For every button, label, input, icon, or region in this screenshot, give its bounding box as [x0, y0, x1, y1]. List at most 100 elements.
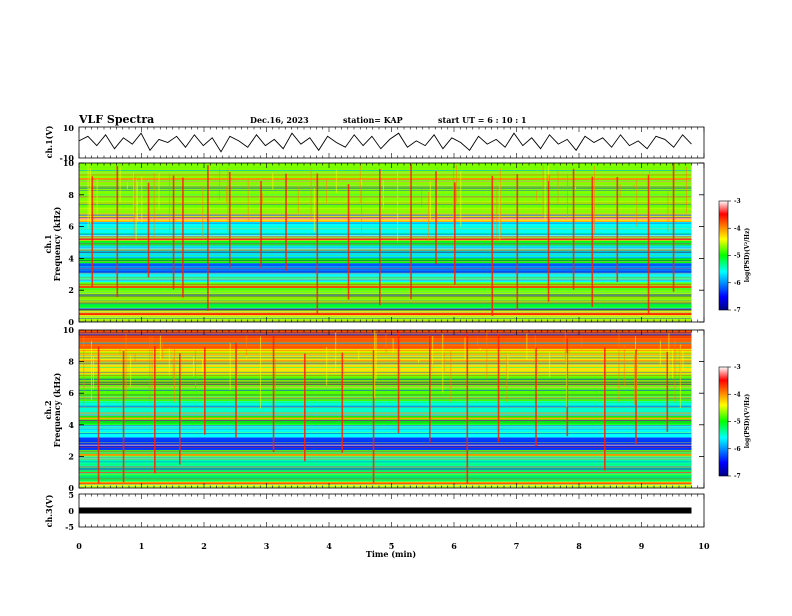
- ch2-spec-texture-line: [79, 378, 692, 380]
- ch1-spec-texture-line: [79, 280, 692, 281]
- ch2-spec-texture-line: [79, 362, 692, 363]
- ch1-spec-impulse: [116, 165, 119, 298]
- ch2-spec-impulse-faint: [534, 335, 536, 364]
- ch2-colorbar: -3 -4 -5 -6 -7 log(PSD)(V²/Hz): [718, 364, 751, 480]
- ch1-spec-texture-line: [79, 270, 692, 272]
- ch2-spec-impulse-faint: [83, 336, 85, 407]
- ch2-spec-texture-line: [79, 450, 692, 452]
- ch1-spec-texture-line: [79, 279, 692, 281]
- ch2-spec-texture-line: [79, 337, 692, 339]
- ch1-spec-texture-line: [79, 233, 692, 235]
- ch2-spec-impulse-faint: [581, 337, 583, 350]
- ch1-spec-impulse-faint: [594, 165, 595, 234]
- ch1-spec-texture-line: [79, 311, 692, 313]
- ch1-spec-texture-line: [79, 268, 692, 269]
- ch2-spec-impulse-faint: [374, 330, 376, 399]
- ch3-panel: 5 0 -5 ch.3(V): [44, 490, 705, 532]
- ch2-spec-impulse-faint: [326, 346, 328, 386]
- ch1-spec-impulse-faint: [227, 168, 229, 234]
- ch2-spec-impulse-faint: [149, 336, 151, 402]
- ch2-spec-texture-line: [79, 457, 692, 458]
- ch2-spec-texture-line: [79, 455, 692, 457]
- ch1-spec-ylabel-channel: ch.1: [43, 234, 53, 253]
- ch2-spec-impulse-faint: [506, 355, 508, 402]
- ch2-spec-impulse: [429, 335, 431, 444]
- ch1-spec-band: [79, 258, 692, 264]
- ch2-spec-ylabel-frequency: Frequency (kHz): [52, 372, 62, 447]
- ch1-spec-impulse: [454, 182, 456, 285]
- ch1-spec-impulse: [260, 180, 262, 268]
- ch2-spec-impulse: [604, 347, 606, 471]
- ch1-spec-impulse: [182, 177, 184, 298]
- ch1-spec-texture-line: [79, 285, 692, 287]
- ch1-spec-ytick-label: 8: [68, 190, 74, 200]
- ch2-spec-texture-line: [79, 352, 692, 354]
- ch1-spec-texture-line: [79, 169, 692, 170]
- ch1-spec-texture-line: [79, 242, 692, 243]
- ch2-spec-texture-line: [79, 413, 692, 415]
- ch1-spec-texture-line: [79, 268, 692, 270]
- ch2-spec-texture-line: [79, 362, 692, 364]
- date-label: Dec.16, 2023: [250, 115, 309, 125]
- ch2-spec-impulse-faint: [507, 354, 509, 379]
- ch2-spec-texture-line: [79, 363, 692, 365]
- ch1-spec-texture-line: [79, 185, 692, 187]
- ch1-spec-texture-line: [79, 251, 692, 253]
- ch1-spec-tone-line: [79, 217, 692, 220]
- ch1-spec-impulse-faint: [135, 178, 137, 241]
- ch2-spec-ytick-label: 10: [63, 325, 75, 335]
- ch2-colorbar-gradient: [718, 366, 729, 477]
- ch1-spec-impulse-faint: [548, 165, 549, 182]
- ch3-ylabel: ch.3(V): [44, 494, 54, 527]
- ch1-spec-texture-line: [79, 172, 692, 174]
- ch1-spec-impulse-faint: [158, 173, 160, 211]
- ch2-spec-impulse-faint: [229, 343, 231, 391]
- ch1-spec-texture-line: [79, 292, 692, 294]
- ch2-spec-tone-line: [79, 453, 692, 456]
- ch2-spec-texture-line: [79, 444, 692, 446]
- ch1-spec-impulse-faint: [310, 167, 312, 220]
- time-axis: 0 1 2 3 4 5 6 7 8 9 10: [76, 127, 710, 551]
- ch1-spec-impulse: [672, 163, 675, 292]
- ch2-spec-impulse-faint: [134, 353, 136, 363]
- ch2-spec-impulse: [235, 342, 237, 439]
- ch2-spec-impulse-faint: [634, 355, 635, 405]
- ch2-spec-texture-line: [79, 351, 692, 353]
- ch1-spec-impulse-faint: [429, 181, 431, 221]
- ch2-spec-colorbar-tick-label: -7: [734, 473, 741, 480]
- ch2-spec-texture-line: [79, 387, 692, 389]
- ch2-spec-impulse: [566, 338, 569, 437]
- ch2-spec-texture-line: [79, 373, 692, 375]
- ch1-spec-texture-line: [79, 293, 692, 295]
- ch1-spec-ylabel-frequency: Frequency (kHz): [52, 206, 62, 281]
- ch1-spec-texture-line: [79, 242, 692, 244]
- ch1-spec-texture-line: [79, 238, 692, 239]
- ch2-spec-impulse: [122, 351, 125, 483]
- ch1-spec-impulse-faint: [90, 168, 91, 224]
- ch1-spec-ytick-label: 10: [63, 158, 75, 168]
- ch2-spec-impulse-faint: [564, 330, 566, 361]
- ch1-spec-texture-line: [79, 215, 692, 216]
- ch1-spec-impulse-faint: [536, 190, 537, 201]
- ch1-spec-texture-line: [79, 271, 692, 273]
- ch2-spec-impulse-faint: [659, 340, 661, 365]
- ch2-spec-texture-line: [79, 361, 692, 363]
- ch2-spec-texture-line: [79, 353, 692, 355]
- ch1-spec-impulse-faint: [297, 186, 299, 213]
- ch1-spec-impulse-faint: [455, 165, 457, 203]
- ch1-spec-texture-line: [79, 276, 692, 278]
- ch2-spec-colorbar-tick-label: -4: [734, 391, 741, 398]
- ch1-spec-impulse: [316, 173, 319, 315]
- time-axis-label: Time (min): [366, 549, 416, 559]
- ch1-spec-impulse-faint: [575, 186, 576, 190]
- ch1-spec-texture-line: [79, 316, 692, 318]
- ch2-spec-texture-line: [79, 371, 692, 373]
- ch1-spec-impulse-faint: [542, 165, 544, 218]
- ch2-spec-impulse-faint: [477, 337, 478, 347]
- ch1-spec-texture-line: [79, 287, 692, 289]
- ch1-spec-texture-line: [79, 257, 692, 259]
- ch2-spec-impulse-faint: [385, 334, 387, 353]
- ch2-spec-impulse-faint: [634, 336, 636, 350]
- ch1-spec-impulse-faint: [667, 190, 669, 232]
